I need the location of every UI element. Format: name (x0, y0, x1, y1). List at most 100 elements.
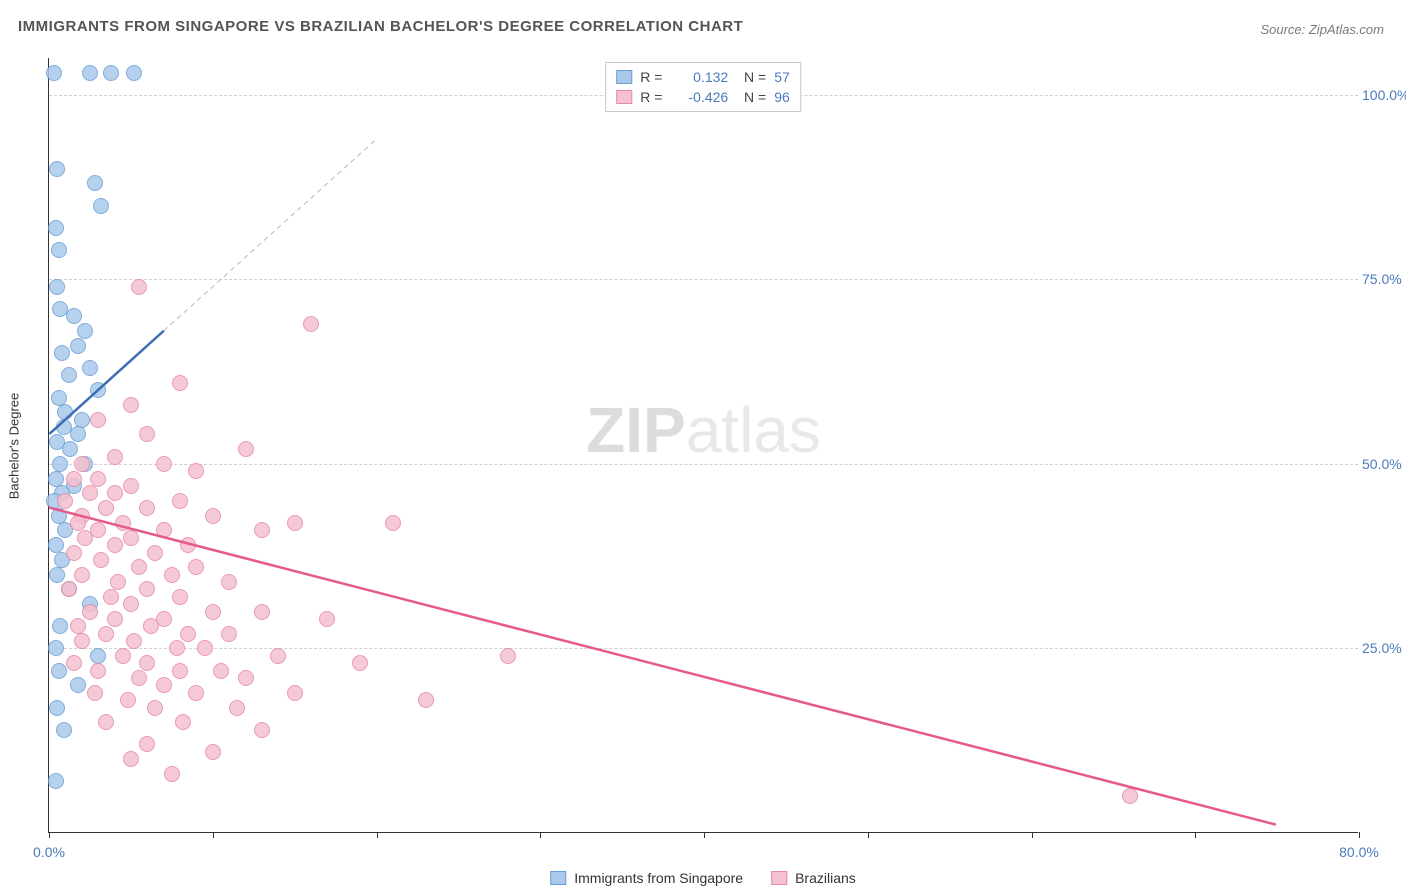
legend-stats-row-brazilians: R =-0.426 N = 96 (616, 87, 790, 107)
data-point-singapore (62, 441, 78, 457)
data-point-brazilians (287, 685, 303, 701)
data-point-brazilians (254, 522, 270, 538)
legend-stats-row-singapore: R = 0.132 N = 57 (616, 67, 790, 87)
x-tick (213, 832, 214, 838)
chart-container: IMMIGRANTS FROM SINGAPORE VS BRAZILIAN B… (0, 0, 1406, 892)
data-point-brazilians (70, 618, 86, 634)
data-point-singapore (70, 338, 86, 354)
correlation-legend: R = 0.132 N = 57 R =-0.426 N = 96 (605, 62, 801, 112)
data-point-brazilians (66, 471, 82, 487)
data-point-brazilians (287, 515, 303, 531)
x-tick-label: 80.0% (1339, 844, 1379, 860)
y-axis-title: Bachelor's Degree (7, 393, 22, 500)
data-point-singapore (48, 773, 64, 789)
data-point-singapore (103, 65, 119, 81)
data-point-brazilians (418, 692, 434, 708)
data-point-brazilians (156, 456, 172, 472)
data-point-brazilians (169, 640, 185, 656)
legend-item-singapore: Immigrants from Singapore (550, 870, 743, 886)
data-point-brazilians (221, 574, 237, 590)
data-point-singapore (48, 640, 64, 656)
data-point-brazilians (172, 589, 188, 605)
n-value: 57 (774, 69, 790, 85)
x-tick (377, 832, 378, 838)
n-value: 96 (774, 89, 790, 105)
data-point-brazilians (164, 567, 180, 583)
legend-item-brazilians: Brazilians (771, 870, 856, 886)
y-tick-label: 25.0% (1362, 640, 1406, 656)
data-point-brazilians (66, 655, 82, 671)
r-value: -0.426 (676, 89, 728, 105)
data-point-brazilians (172, 663, 188, 679)
data-point-brazilians (120, 692, 136, 708)
data-point-brazilians (221, 626, 237, 642)
gridline-horizontal (49, 464, 1358, 465)
data-point-singapore (56, 722, 72, 738)
data-point-brazilians (77, 530, 93, 546)
data-point-brazilians (115, 648, 131, 664)
data-point-singapore (49, 279, 65, 295)
source-name: ZipAtlas.com (1309, 22, 1384, 37)
r-value: 0.132 (676, 69, 728, 85)
data-point-brazilians (74, 633, 90, 649)
plot-area: ZIPatlas 25.0%50.0%75.0%100.0%0.0%80.0% (48, 58, 1358, 833)
data-point-singapore (49, 567, 65, 583)
legend-swatch-singapore (550, 871, 566, 885)
data-point-brazilians (103, 589, 119, 605)
data-point-brazilians (188, 463, 204, 479)
data-point-brazilians (385, 515, 401, 531)
data-point-singapore (74, 412, 90, 428)
data-point-brazilians (500, 648, 516, 664)
data-point-brazilians (172, 493, 188, 509)
trendline-extrapolation-singapore (164, 139, 377, 331)
r-label: R = (640, 69, 668, 85)
watermark: ZIPatlas (586, 393, 821, 467)
x-tick (1195, 832, 1196, 838)
n-label: N = (736, 89, 766, 105)
series-legend: Immigrants from Singapore Brazilians (550, 870, 856, 886)
data-point-singapore (77, 323, 93, 339)
data-point-brazilians (107, 611, 123, 627)
data-point-singapore (48, 471, 64, 487)
data-point-brazilians (303, 316, 319, 332)
legend-swatch-singapore (616, 70, 632, 84)
y-tick-label: 75.0% (1362, 271, 1406, 287)
x-tick (49, 832, 50, 838)
data-point-brazilians (213, 663, 229, 679)
legend-swatch-brazilians (616, 90, 632, 104)
data-point-brazilians (115, 515, 131, 531)
data-point-brazilians (205, 604, 221, 620)
data-point-brazilians (74, 456, 90, 472)
data-point-singapore (52, 456, 68, 472)
data-point-brazilians (205, 508, 221, 524)
chart-title: IMMIGRANTS FROM SINGAPORE VS BRAZILIAN B… (18, 18, 743, 35)
data-point-singapore (87, 175, 103, 191)
data-point-brazilians (82, 485, 98, 501)
data-point-brazilians (98, 714, 114, 730)
data-point-brazilians (352, 655, 368, 671)
x-tick (1032, 832, 1033, 838)
data-point-brazilians (139, 655, 155, 671)
data-point-singapore (93, 198, 109, 214)
data-point-brazilians (238, 670, 254, 686)
data-point-brazilians (93, 552, 109, 568)
data-point-brazilians (205, 744, 221, 760)
n-label: N = (736, 69, 766, 85)
data-point-brazilians (123, 397, 139, 413)
watermark-light: atlas (686, 394, 821, 466)
data-point-singapore (70, 677, 86, 693)
source-attribution: Source: ZipAtlas.com (1260, 22, 1384, 37)
data-point-singapore (126, 65, 142, 81)
data-point-brazilians (147, 545, 163, 561)
data-point-brazilians (254, 722, 270, 738)
data-point-brazilians (143, 618, 159, 634)
data-point-singapore (48, 537, 64, 553)
data-point-brazilians (188, 559, 204, 575)
data-point-singapore (61, 367, 77, 383)
data-point-singapore (57, 404, 73, 420)
data-point-brazilians (131, 279, 147, 295)
y-tick-label: 100.0% (1362, 87, 1406, 103)
data-point-brazilians (131, 559, 147, 575)
legend-label: Immigrants from Singapore (574, 870, 743, 886)
data-point-brazilians (110, 574, 126, 590)
